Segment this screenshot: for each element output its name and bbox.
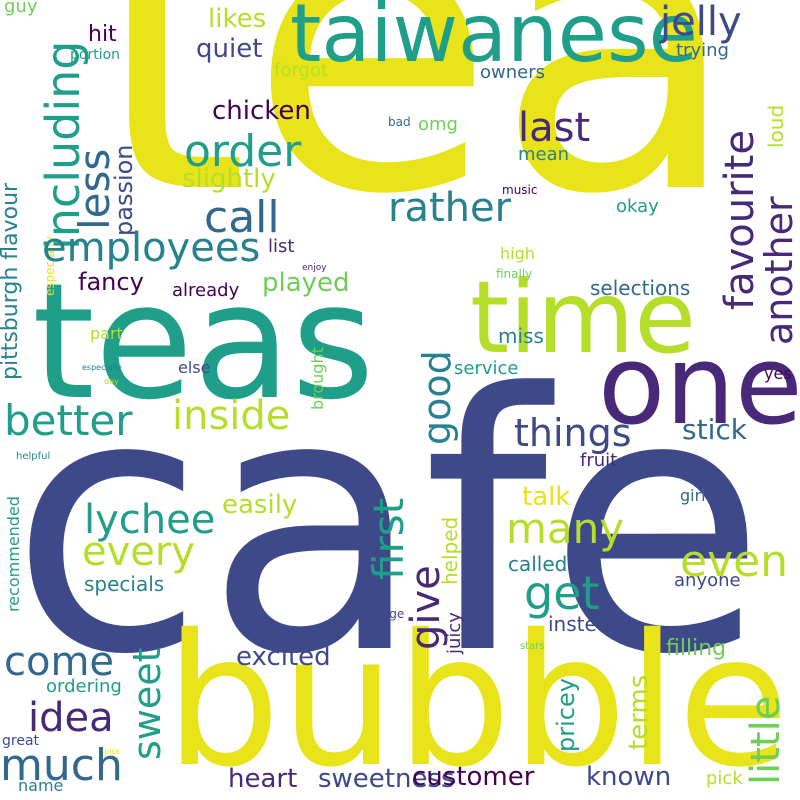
word-helpful: helpful xyxy=(16,451,51,462)
word-every: every xyxy=(82,529,196,575)
word-trying: trying xyxy=(676,40,729,61)
word-rather: rather xyxy=(388,185,512,231)
word-come: come xyxy=(4,639,115,685)
word-jelly: jelly xyxy=(660,0,742,45)
word-finally: finally xyxy=(496,267,533,281)
word-mean: mean xyxy=(518,144,570,165)
word-hit: hit xyxy=(88,22,117,47)
word-lychee: lychee xyxy=(84,497,216,543)
word-stars: stars xyxy=(520,641,545,652)
word-recommended: recommended xyxy=(4,496,23,612)
word-day: day xyxy=(104,377,119,386)
word-mostly: pricey xyxy=(552,678,580,752)
word-easily: easily xyxy=(222,490,298,520)
word-called: called xyxy=(508,552,568,576)
word-inside: better xyxy=(4,396,133,445)
word-get: get xyxy=(524,566,600,620)
word-idea: idea xyxy=(28,695,114,741)
word-pick: pick xyxy=(706,768,743,789)
word-brought: brought xyxy=(308,347,327,410)
word-much: much xyxy=(0,740,123,791)
word-cafe: cafe xyxy=(10,318,767,732)
word-high: high xyxy=(500,244,535,263)
word-time: time xyxy=(470,259,696,376)
word-service: service xyxy=(454,358,519,379)
word-fruit: fruit xyxy=(580,450,618,471)
word-yes: yes xyxy=(764,364,792,383)
word-talk: talk xyxy=(522,482,571,512)
word-loud: loud xyxy=(764,104,788,148)
word-fancy: fancy xyxy=(78,268,144,296)
word-else: else xyxy=(178,358,211,377)
word-excited: excited xyxy=(236,642,331,672)
word-instead: instead xyxy=(548,612,622,636)
word-order: order xyxy=(184,126,302,177)
word-pricey: terms xyxy=(624,674,654,750)
word-guy: guy xyxy=(4,0,38,17)
word-ordering: ordering xyxy=(46,676,122,697)
word-taiwanese: taiwanese xyxy=(290,0,698,80)
word-terms: known xyxy=(586,762,672,792)
word-great: pick xyxy=(104,747,121,756)
word-tea: tea xyxy=(92,0,741,282)
word-heart: sweetness xyxy=(318,764,455,794)
word-chicken: chicken xyxy=(212,96,311,126)
word-many: many xyxy=(506,504,625,553)
word-enjoy: enjoy xyxy=(302,263,327,273)
word-quiet: quiet xyxy=(196,34,263,64)
word-another: another xyxy=(757,196,800,345)
word-slightly: slightly xyxy=(182,164,276,194)
word-miss: miss xyxy=(498,324,544,348)
word-little: little xyxy=(743,695,789,785)
word-good: employees xyxy=(42,225,261,271)
word-sweetness: customer xyxy=(412,762,535,792)
word-employees: inside xyxy=(172,393,291,439)
word-owners: owners xyxy=(480,62,545,83)
word-pittsburgh-flavour: pittsburgh flavour xyxy=(0,182,23,380)
word-specials: specials xyxy=(84,572,165,596)
word-things: good xyxy=(415,350,459,445)
word-better: things xyxy=(514,411,632,455)
word-call: call xyxy=(204,192,280,243)
word-teas: teas xyxy=(32,248,375,435)
word-forgot: forgot xyxy=(274,60,328,81)
word-played: played xyxy=(262,268,350,298)
word-already: already xyxy=(172,280,240,301)
word-filling: filling xyxy=(666,636,727,661)
word-known: heart xyxy=(228,764,298,794)
word-okay: okay xyxy=(616,196,659,217)
word-passion: passion xyxy=(110,144,138,236)
word-customer: name xyxy=(18,776,64,795)
word-last: last xyxy=(518,105,591,151)
word-portion: portion xyxy=(70,47,121,63)
word-even: even xyxy=(680,536,789,587)
word-list: list xyxy=(268,236,295,257)
word-anyone: anyone xyxy=(674,570,741,591)
word-helped: helped xyxy=(438,516,462,585)
word-one: one xyxy=(598,321,800,449)
word-girl: girl xyxy=(680,486,706,505)
word-sweet: sweet xyxy=(125,647,169,760)
word-part-text: part xyxy=(90,324,123,343)
word-name: great xyxy=(2,733,40,749)
word-favourite: favourite xyxy=(717,130,763,310)
word-music: music xyxy=(502,183,538,197)
word-selections: selections xyxy=(590,276,691,300)
word-likes: likes xyxy=(208,4,267,34)
word-omg: omg xyxy=(418,114,458,135)
word-juicy: juicy xyxy=(444,612,465,654)
word-huge: huge xyxy=(374,607,405,621)
word-stick: stick xyxy=(682,413,747,446)
word-bubble: bubble xyxy=(165,595,790,800)
word-bad: bad xyxy=(388,115,411,129)
word-especially: especially xyxy=(82,363,122,372)
